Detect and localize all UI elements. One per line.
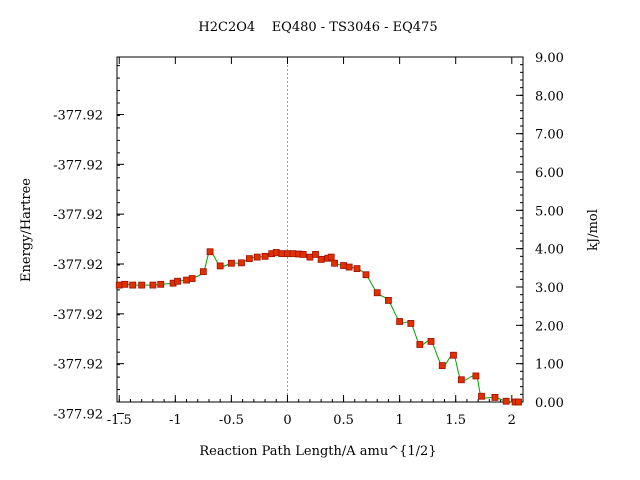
data-point [115, 281, 123, 289]
data-point [272, 249, 280, 256]
data-point [491, 393, 499, 401]
data-point [427, 338, 435, 345]
data-point [238, 259, 245, 267]
data-point [121, 280, 129, 288]
data-point [407, 320, 415, 327]
data-point [138, 281, 146, 289]
data-point [502, 397, 510, 405]
x-tick-label: 0 [283, 413, 291, 428]
data-point [345, 263, 353, 271]
y-axis-left-title: Energy/Hartree [19, 178, 34, 282]
data-point [373, 289, 381, 297]
data-point [331, 259, 338, 267]
data-point [206, 248, 214, 256]
data-point [183, 276, 190, 284]
data-point [227, 259, 235, 267]
data-point [278, 250, 286, 258]
data-point [362, 271, 370, 279]
data-point [174, 277, 181, 285]
y-right-tick-label: 9.00 [535, 51, 564, 66]
y-left-tick-label: -377.92 [53, 158, 103, 173]
y-left-tick-label: -377.92 [53, 208, 103, 223]
chart-title: H2C2O4 EQ480 - TS3046 - EQ475 [198, 20, 437, 35]
data-point [188, 275, 196, 282]
y-left-tick-label: -377.92 [53, 258, 103, 273]
y-axis-left: -377.92 -377.92 -377.92 -377.92 -377.92 -377.… [53, 65, 124, 423]
data-point [457, 376, 465, 384]
y-axis-right: 0.00 1.00 2.00 3.00 4.00 5.00 6.00 7.00 8.00 9.00 [516, 51, 564, 411]
data-point [450, 351, 457, 359]
y-axis-right-title: kJ/mol [586, 209, 601, 251]
y-right-tick-label: 7.00 [535, 128, 564, 143]
x-axis-title: Reaction Path Length/A amu^{1/2} [199, 444, 436, 459]
y-right-tick-label: 6.00 [535, 166, 564, 181]
y-left-tick-label: -377.92 [53, 308, 103, 323]
x-tick-label: -0.5 [219, 413, 244, 428]
data-point [289, 250, 297, 258]
data-point [312, 251, 319, 258]
x-tick-label: 0.5 [333, 413, 354, 428]
data-point [199, 268, 207, 276]
data-point [416, 341, 424, 348]
data-point [438, 362, 446, 369]
y-left-tick-label: -377.92 [53, 408, 103, 423]
x-tick-label: -1.5 [107, 413, 132, 428]
y-right-tick-label: 8.00 [535, 89, 564, 104]
data-point [245, 255, 253, 263]
data-point [261, 252, 269, 260]
series-markers [115, 248, 522, 406]
y-left-tick-label: -377.92 [53, 358, 103, 373]
data-point [327, 253, 335, 261]
data-point [306, 253, 314, 261]
y-right-tick-label: 5.00 [535, 204, 564, 219]
data-point [157, 280, 165, 288]
data-point [385, 297, 392, 304]
y-right-tick-label: 3.00 [535, 281, 564, 296]
x-tick-label: 1.5 [445, 413, 466, 428]
y-right-tick-label: 4.00 [535, 243, 564, 258]
data-point [216, 262, 224, 270]
data-point [472, 372, 480, 380]
x-axis: -1.5 -1 -0.5 0 0.5 1 1.5 2 [107, 57, 516, 428]
data-point [129, 281, 137, 289]
y-right-tick-label: 1.00 [535, 358, 564, 373]
x-tick-label: 2 [508, 413, 516, 428]
data-point [515, 398, 522, 406]
data-point [253, 253, 261, 261]
y-right-tick-label: 0.00 [535, 396, 564, 411]
plot-frame [116, 56, 524, 403]
y-right-tick-label: 2.00 [535, 319, 564, 334]
data-point [353, 265, 361, 273]
x-tick-label: 1 [395, 413, 403, 428]
data-point [396, 318, 404, 325]
y-left-tick-label: -377.92 [53, 109, 103, 124]
x-tick-label: -1 [169, 413, 182, 428]
data-point [340, 262, 347, 269]
data-point [284, 250, 291, 258]
data-point [149, 281, 157, 289]
data-point [299, 251, 307, 258]
data-point [478, 392, 485, 400]
data-point [317, 255, 325, 263]
